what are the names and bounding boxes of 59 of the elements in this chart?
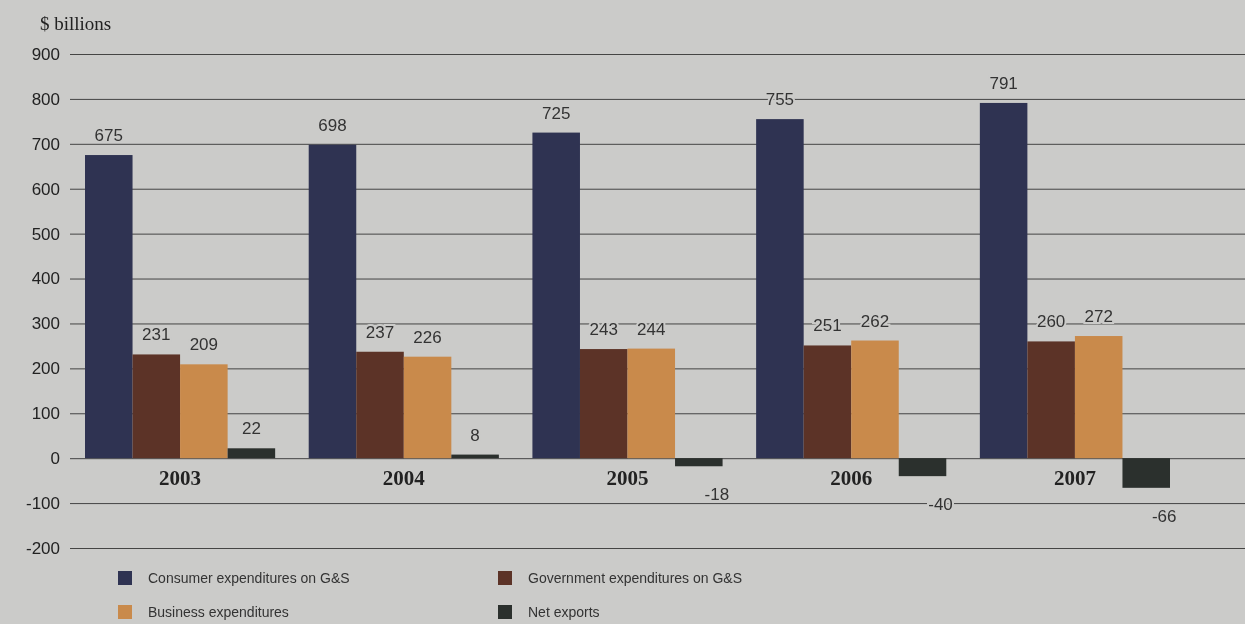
data-label: -18 — [704, 485, 730, 505]
data-label: 725 — [542, 103, 571, 123]
legend-label: Net exports — [528, 604, 600, 620]
data-label: 243 — [589, 320, 618, 340]
data-label: 260 — [1036, 312, 1066, 332]
bar — [1074, 336, 1123, 459]
y-tick-label: 0 — [50, 449, 60, 469]
data-label: 237 — [365, 322, 395, 342]
bar — [1122, 458, 1170, 488]
y-tick-label: 800 — [31, 89, 60, 109]
y-tick-label: 700 — [31, 134, 60, 154]
y-tick-label: 400 — [31, 269, 60, 289]
bar — [356, 351, 404, 459]
x-tick-label: 2007 — [1053, 466, 1096, 491]
y-tick-label: 900 — [31, 44, 60, 64]
y-tick-label: 200 — [31, 359, 60, 379]
bar — [180, 364, 228, 459]
data-label: 251 — [813, 316, 842, 336]
bar — [627, 348, 676, 459]
data-label: 231 — [142, 325, 171, 345]
bar — [898, 458, 947, 477]
y-tick-label: 500 — [31, 224, 60, 244]
bar — [803, 345, 852, 459]
bar — [85, 155, 133, 459]
y-axis-title: $ billions — [40, 13, 112, 34]
bar — [308, 144, 357, 459]
data-label: 675 — [94, 126, 123, 146]
data-label: -66 — [1151, 506, 1177, 526]
data-label: 272 — [1084, 307, 1113, 327]
bar — [403, 356, 452, 459]
legend-label: Consumer expenditures on G&S — [148, 570, 350, 586]
y-tick-label: -200 — [25, 538, 60, 558]
bar — [675, 458, 723, 467]
bar — [532, 132, 580, 459]
data-label: 244 — [637, 319, 666, 339]
data-label: 262 — [860, 311, 890, 331]
bar — [756, 119, 804, 459]
data-label: 22 — [241, 419, 261, 439]
data-label: 791 — [989, 73, 1018, 93]
y-tick-label: 600 — [31, 179, 60, 199]
y-tick-label: 100 — [31, 404, 60, 424]
data-label: 209 — [189, 335, 219, 355]
y-tick-label: 300 — [31, 314, 60, 334]
x-tick-label: 2004 — [382, 466, 426, 491]
legend-label: Business expenditures — [148, 604, 289, 620]
data-label: 226 — [413, 327, 442, 347]
x-tick-label: 2006 — [830, 466, 873, 491]
data-label: 8 — [470, 425, 480, 445]
legend-label: Government expenditures on G&S — [528, 570, 743, 586]
y-tick-label: -100 — [25, 494, 60, 514]
bar — [132, 354, 181, 459]
data-label: 698 — [318, 115, 347, 135]
x-tick-label: 2005 — [606, 466, 649, 491]
bar — [227, 448, 276, 459]
bar — [579, 349, 628, 459]
bar — [979, 102, 1028, 459]
bar — [851, 340, 899, 459]
bar — [1027, 341, 1075, 459]
x-tick-label: 2003 — [159, 466, 202, 491]
